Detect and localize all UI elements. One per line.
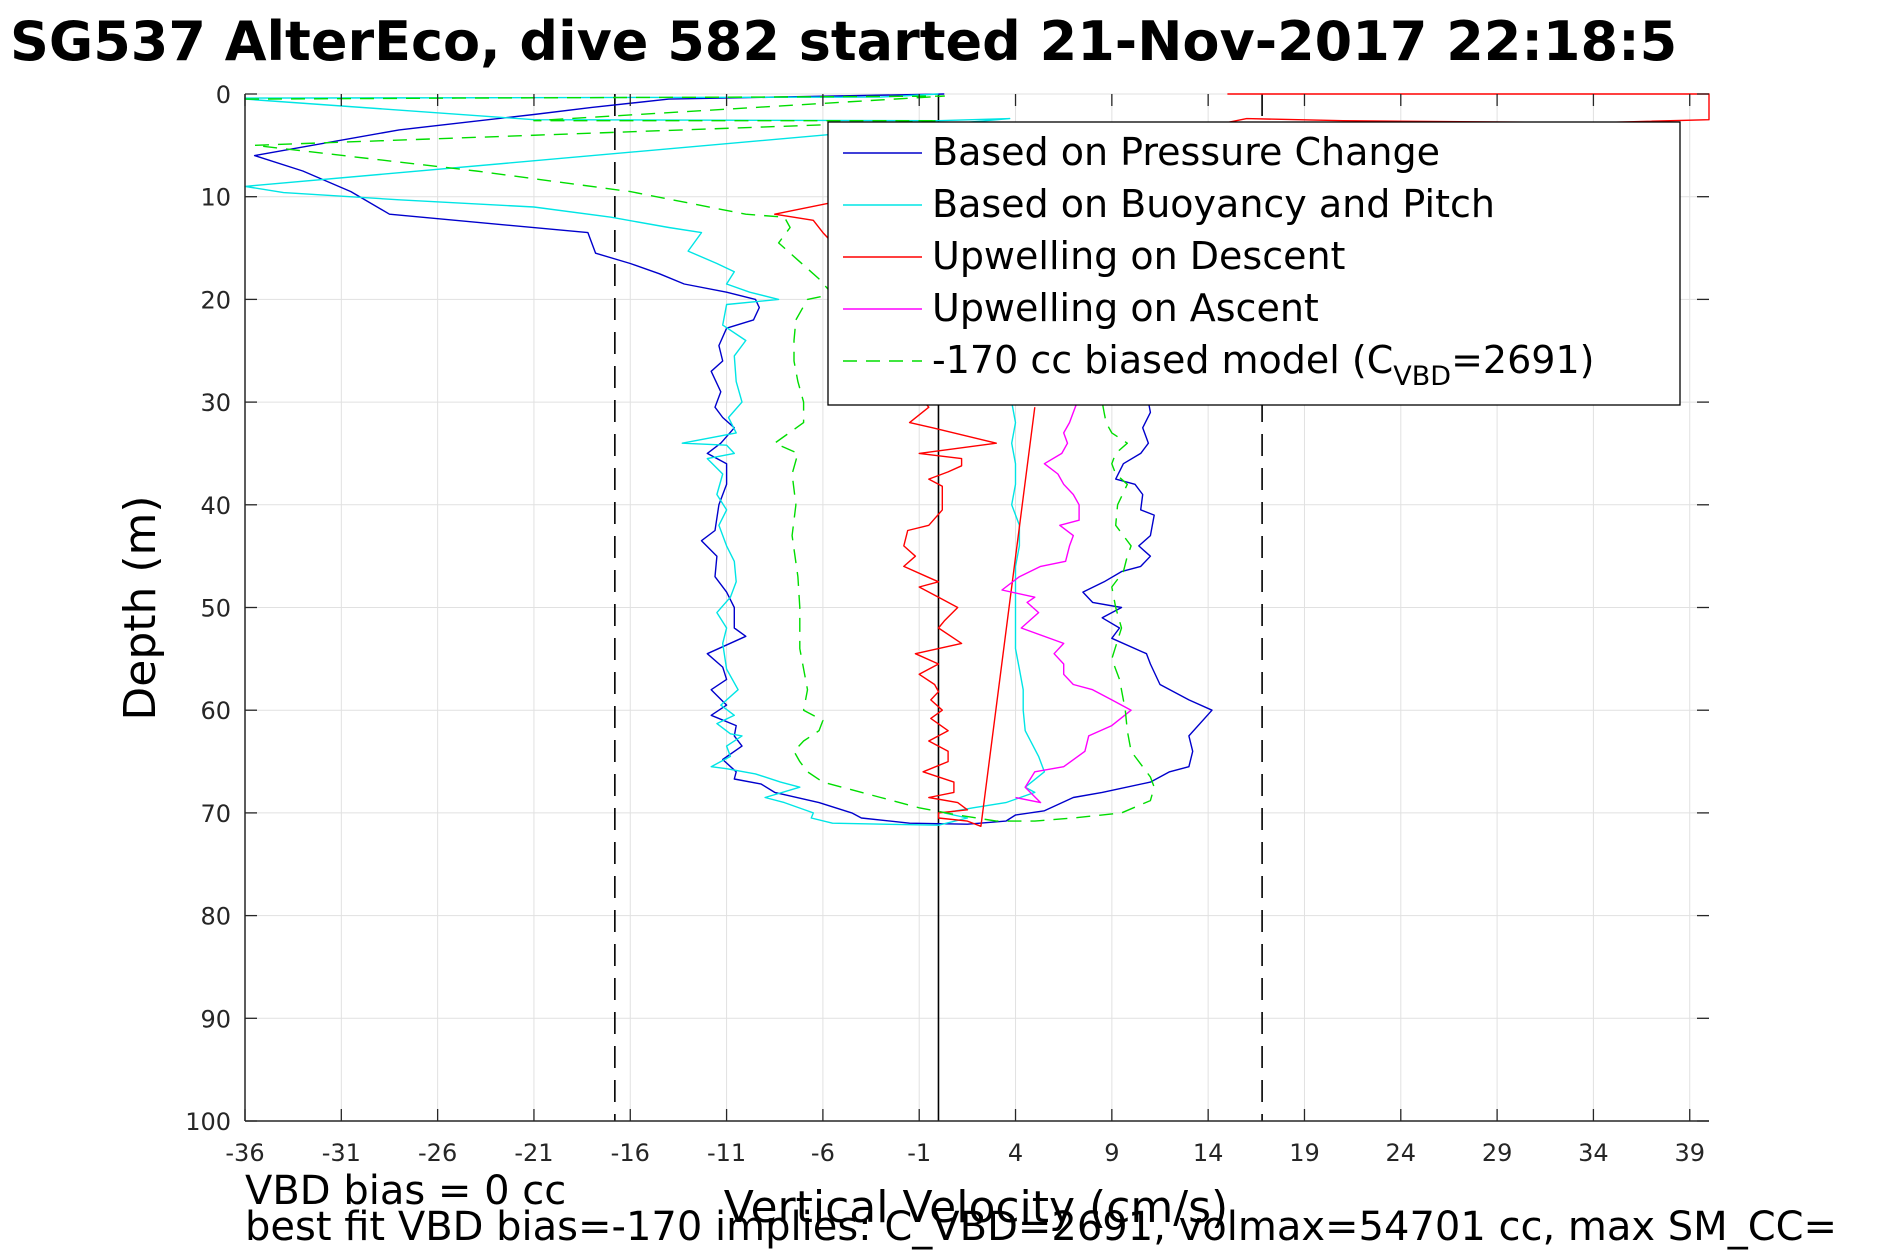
legend-box (827, 121, 1681, 406)
y-tick-label: 90 (200, 1005, 231, 1033)
series-line-based-on-pressure-change (253, 93, 1213, 825)
legend-label: Upwelling on Descent (932, 234, 1345, 278)
legend: Based on Pressure Change Based on Buoyanc… (827, 121, 1681, 406)
y-tick-label: 10 (200, 184, 231, 212)
x-tick-label: 14 (1193, 1139, 1224, 1167)
x-tick-label: 39 (1674, 1139, 1705, 1167)
x-tick-labels: -36 -31 -26 -21 -16 -11 -6 -1 4 9 14 19 24 29 34 39 (225, 1139, 1705, 1167)
y-tick-label: 20 (200, 286, 231, 314)
x-tick-label: -6 (811, 1139, 835, 1167)
x-tick-label: -21 (514, 1139, 553, 1167)
x-tick-label: 24 (1386, 1139, 1417, 1167)
x-tick-label: -16 (611, 1139, 650, 1167)
series-line-upwelling-on-ascent (1001, 401, 1132, 804)
y-tick-label: 30 (200, 389, 231, 417)
series-line-based-on-buoyancy-and-pitch (244, 93, 1046, 826)
y-tick-label: 40 (200, 492, 231, 520)
x-tick-label: 9 (1104, 1139, 1119, 1167)
series-line-170-cc-biased-model-c-vbd-2691 (244, 95, 1155, 822)
y-tick-label: 50 (200, 595, 231, 623)
x-tick-label: -11 (707, 1139, 746, 1167)
legend-label: Based on Pressure Change (932, 130, 1440, 174)
y-tick-label: 0 (216, 81, 231, 109)
legend-label: Based on Buoyancy and Pitch (932, 182, 1495, 226)
footer-line-1: VBD bias = 0 cc (245, 1168, 566, 1214)
x-tick-label: -1 (907, 1139, 931, 1167)
x-tick-label: -31 (322, 1139, 361, 1167)
chart-title: SG537 AlterEco, dive 582 started 21-Nov-… (10, 10, 1677, 73)
y-tick-label: 80 (200, 903, 231, 931)
x-tick-label: -26 (418, 1139, 457, 1167)
legend-label: Upwelling on Ascent (932, 286, 1319, 330)
x-tick-label: 4 (1008, 1139, 1023, 1167)
footer-line-2: best fit VBD bias=-170 implies: C_VBD=26… (245, 1204, 1837, 1250)
x-tick-label: 29 (1482, 1139, 1513, 1167)
y-tick-label: 60 (200, 697, 231, 725)
y-tick-labels: 0 10 20 30 40 50 60 70 80 90 100 (185, 81, 231, 1136)
x-axis-label: Vertical Velocity (cm/s) (724, 1182, 1228, 1233)
series-lines (244, 93, 1710, 827)
y-axis-label: Depth (m) (115, 495, 166, 720)
y-tick-label: 70 (200, 800, 231, 828)
x-tick-label: 34 (1578, 1139, 1609, 1167)
y-tick-label: 100 (185, 1108, 231, 1136)
x-tick-label: -36 (225, 1139, 264, 1167)
axes (244, 93, 1709, 1122)
x-tick-label: 19 (1289, 1139, 1320, 1167)
